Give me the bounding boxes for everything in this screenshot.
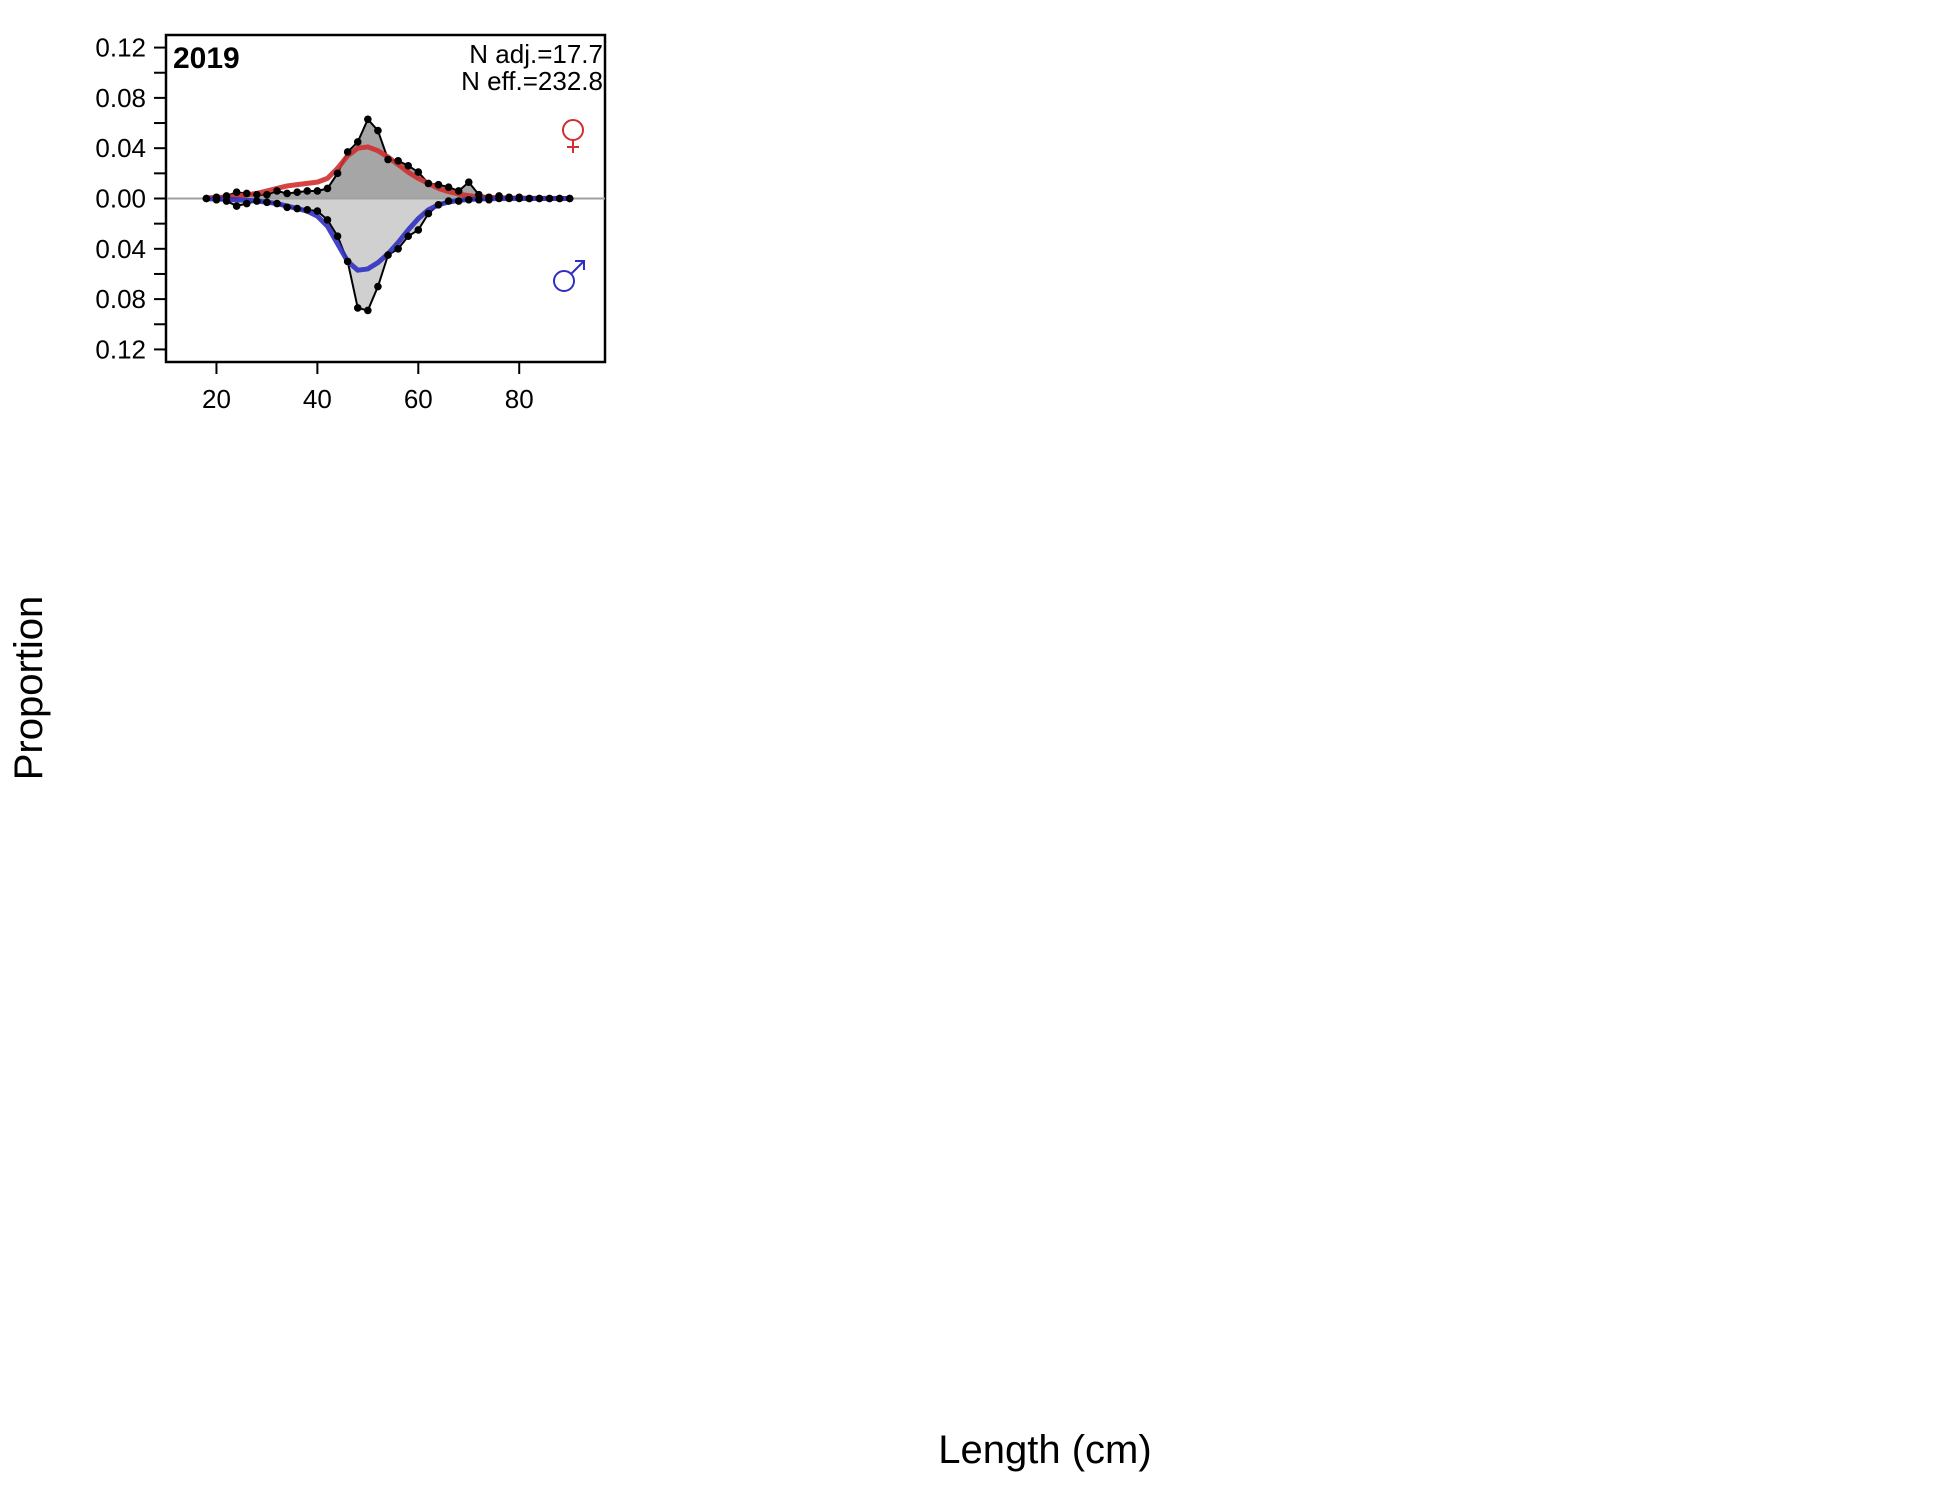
female-observed-point-36 [293, 188, 301, 197]
female-observed-point-48 [353, 138, 362, 146]
female-observed-point-30 [263, 190, 271, 199]
female-observed-point-50 [364, 115, 372, 124]
male-observed-point-82 [525, 194, 534, 203]
male-observed-point-38 [303, 206, 312, 214]
male-observed-point-64 [434, 200, 443, 209]
y-tick-label: 0.08 [95, 284, 146, 314]
male-observed-point-60 [414, 226, 423, 234]
female-observed-point-40 [313, 187, 322, 195]
panel-2019: 0.12 0.08 0.04 0.00 0.04 0.08 0.12 20 40 60 80 20… [95, 33, 607, 414]
male-observed-point-50 [364, 306, 372, 315]
female-observed-point-32 [273, 187, 281, 195]
male-observed-point-52 [374, 282, 382, 291]
female-observed-point-52 [374, 126, 382, 135]
male-observed-point-84 [535, 194, 544, 203]
panel-year-label: 2019 [173, 42, 240, 75]
male-observed-point-66 [444, 197, 453, 205]
male-observed-point-40 [313, 207, 322, 215]
male-symbol-icon [553, 260, 585, 292]
female-observed-point-62 [424, 179, 433, 188]
y-tick-label: 0.00 [95, 184, 146, 214]
male-observed-point-46 [343, 257, 352, 266]
male-observed-point-72 [475, 195, 483, 204]
x-tick-label: 60 [404, 384, 433, 414]
y-axis-title: Proportion [7, 596, 51, 781]
female-observed-point-26 [242, 189, 251, 198]
n-adj-label: N adj.=17.7 [469, 39, 603, 69]
male-observed-point-18 [202, 194, 211, 203]
female-observed-point-44 [333, 169, 342, 178]
male-observed-point-30 [263, 198, 271, 207]
female-observed-point-28 [253, 190, 261, 199]
male-observed-point-44 [333, 232, 342, 241]
y-tick-label: 0.04 [95, 234, 146, 264]
male-observed-point-48 [353, 304, 362, 312]
male-observed-point-76 [495, 194, 503, 203]
female-observed-point-70 [464, 178, 473, 186]
female-observed-point-56 [394, 156, 402, 165]
female-observed-point-64 [434, 180, 443, 189]
female-observed-point-42 [323, 184, 332, 193]
male-observed-point-36 [293, 204, 301, 213]
male-observed-point-28 [253, 197, 261, 205]
female-observed-point-68 [454, 187, 463, 195]
y-tick-label: 0.12 [95, 334, 146, 364]
female-observed-point-46 [343, 148, 352, 156]
x-axis-title: Length (cm) [938, 1428, 1151, 1472]
fill-layer [206, 119, 570, 311]
y-tick-label: 0.04 [95, 133, 146, 163]
male-observed-point-54 [384, 251, 392, 259]
male-observed-point-58 [404, 232, 413, 241]
male-observed-point-34 [283, 203, 291, 212]
female-observed-point-54 [384, 155, 392, 164]
male-observed-point-68 [454, 197, 463, 205]
n-eff-label: N eff.=232.8 [461, 66, 603, 96]
y-tick-label: 0.12 [95, 33, 146, 63]
x-tick-label: 40 [303, 384, 332, 414]
female-observed-point-66 [444, 183, 453, 191]
male-observed-point-90 [565, 194, 574, 203]
male-observed-point-32 [273, 199, 281, 208]
male-observed-point-22 [222, 197, 231, 205]
male-observed-point-88 [555, 194, 564, 203]
male-observed-point-62 [424, 209, 433, 218]
male-observed-point-56 [394, 245, 402, 253]
observed-points [202, 115, 574, 315]
male-observed-point-24 [232, 202, 241, 210]
y-tick-label: 0.08 [95, 83, 146, 113]
male-observed-point-20 [212, 195, 221, 204]
female-symbol-icon [562, 119, 584, 153]
female-observed-point-58 [404, 162, 413, 170]
male-observed-point-80 [515, 194, 524, 203]
x-tick-label: 80 [505, 384, 534, 414]
y-axis: 0.12 0.08 0.04 0.00 0.04 0.08 0.12 [95, 33, 167, 364]
male-observed-point-42 [323, 216, 332, 224]
x-tick-label: 20 [202, 384, 231, 414]
female-observed-point-60 [414, 168, 423, 176]
male-observed-point-74 [485, 195, 493, 204]
male-observed-point-78 [505, 194, 513, 203]
female-observed-point-24 [232, 188, 241, 197]
x-axis: 20 40 60 80 [202, 361, 534, 414]
female-observed-point-34 [283, 189, 291, 198]
female-observed-area [206, 119, 570, 199]
female-observed-point-38 [303, 187, 312, 195]
male-observed-point-70 [464, 195, 473, 204]
male-observed-point-86 [545, 194, 554, 203]
male-observed-point-26 [242, 199, 251, 208]
